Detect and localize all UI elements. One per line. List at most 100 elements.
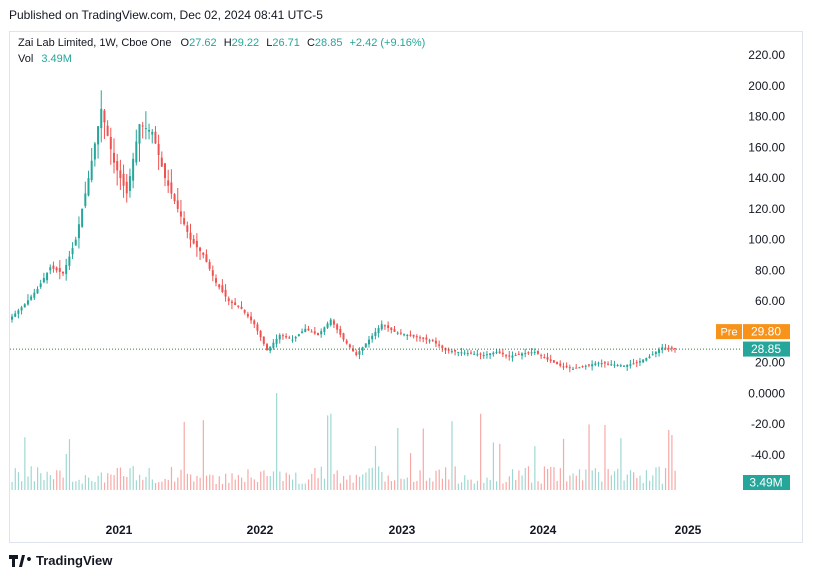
volume-bar	[167, 479, 169, 490]
volume-bar	[228, 482, 230, 490]
candle-body	[380, 324, 383, 330]
candle-body	[230, 301, 233, 304]
candle-body	[482, 355, 485, 356]
legend-o-label: O	[181, 37, 190, 49]
y-tick-label: 0.0000	[748, 386, 785, 400]
volume-bar	[598, 472, 600, 490]
volume-bar	[65, 453, 67, 490]
legend-symbol-text: Zai Lab Limited, 1W, Cboe One	[18, 37, 171, 49]
candle-body	[36, 288, 39, 294]
volume-bar	[626, 474, 628, 490]
candle-body	[352, 348, 355, 352]
legend-h-label: H	[224, 37, 232, 49]
candle-body	[23, 304, 26, 308]
volume-bar	[33, 481, 36, 490]
volume-bar	[256, 482, 259, 490]
candle-body	[648, 356, 651, 359]
candle-body	[65, 265, 68, 275]
candle-body	[661, 347, 664, 350]
volume-bar	[613, 471, 616, 490]
volume-bar	[107, 473, 109, 490]
candle-body	[151, 131, 154, 135]
candle-body	[412, 334, 415, 337]
candle-body	[498, 351, 501, 354]
y-tick-label: -40.00	[751, 448, 785, 462]
volume-bar	[448, 479, 450, 490]
candle-body	[549, 359, 552, 362]
volume-bar	[617, 468, 619, 490]
volume-bar	[591, 470, 593, 490]
volume-bar	[56, 470, 58, 490]
candle-body	[195, 240, 198, 248]
candle-body	[211, 270, 214, 276]
candle-body	[259, 330, 262, 338]
volume-bar	[381, 472, 383, 490]
candle-body	[374, 331, 377, 337]
candle-body	[632, 363, 635, 365]
volume-bar	[129, 468, 131, 490]
candle-body	[288, 337, 291, 339]
volume-bar	[231, 473, 233, 490]
legend-c-label: C	[307, 37, 315, 49]
volume-bar	[314, 468, 316, 490]
candle-body	[339, 328, 342, 335]
candle-body	[664, 347, 667, 349]
volume-bar	[113, 475, 115, 490]
volume-bar	[432, 481, 434, 490]
candle-body	[58, 267, 61, 272]
candle-body	[266, 344, 268, 351]
volume-bar	[352, 482, 354, 490]
candle-body	[584, 365, 587, 367]
candle-body	[642, 359, 645, 363]
candle-body	[591, 364, 594, 367]
candle-body	[189, 232, 192, 240]
volume-bar	[170, 466, 173, 490]
volume-bar	[527, 466, 530, 490]
volume-bar	[374, 446, 377, 490]
volume-bar	[52, 479, 55, 490]
volume-bar	[68, 439, 71, 490]
candle-body	[218, 284, 221, 288]
volume-bar	[629, 470, 632, 490]
candle-body	[125, 181, 128, 194]
volume-bar	[505, 481, 507, 490]
volume-bar	[362, 474, 364, 490]
y-tick-label: 200.00	[748, 79, 785, 93]
candle-body	[14, 313, 17, 317]
volume-bar	[566, 481, 568, 490]
candle-body	[517, 353, 520, 355]
footer-brand[interactable]: TradingView	[9, 553, 112, 568]
pre-label-bg	[716, 324, 742, 340]
volume-bar	[311, 473, 313, 490]
candle-body	[164, 163, 166, 179]
candle-body	[403, 334, 406, 336]
volume-bar	[492, 442, 495, 490]
candle-body	[540, 355, 543, 357]
legend-vol-label: Vol	[18, 53, 33, 65]
candle-body	[272, 342, 275, 348]
volume-bar	[272, 471, 275, 490]
volume-bar	[247, 469, 249, 490]
candle-body	[399, 332, 402, 334]
candle-body	[81, 208, 84, 227]
candle-body	[26, 300, 29, 305]
volume-bar	[594, 468, 597, 490]
volume-bar	[161, 481, 163, 490]
candle-body	[434, 340, 437, 344]
candle-body	[291, 339, 294, 341]
volume-bar	[84, 475, 87, 490]
volume-bar	[489, 479, 491, 490]
candle-body	[310, 331, 313, 333]
candle-body	[215, 278, 217, 283]
volume-bar	[645, 470, 648, 490]
candle-body	[253, 320, 256, 325]
pre-value-bg	[743, 324, 790, 340]
candle-body	[438, 344, 441, 346]
volume-bar	[78, 479, 80, 490]
volume-bg	[743, 475, 790, 490]
candle-body	[116, 161, 119, 171]
candle-body	[281, 335, 284, 337]
volume-bar	[301, 483, 303, 490]
volume-bar	[110, 474, 112, 490]
